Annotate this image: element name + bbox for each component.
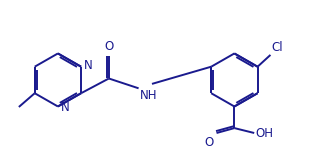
Text: N: N: [83, 59, 92, 72]
Text: O: O: [204, 136, 214, 149]
Text: NH: NH: [140, 89, 157, 102]
Text: OH: OH: [255, 127, 273, 139]
Text: Cl: Cl: [272, 41, 283, 54]
Text: N: N: [60, 101, 69, 115]
Text: O: O: [104, 40, 113, 53]
